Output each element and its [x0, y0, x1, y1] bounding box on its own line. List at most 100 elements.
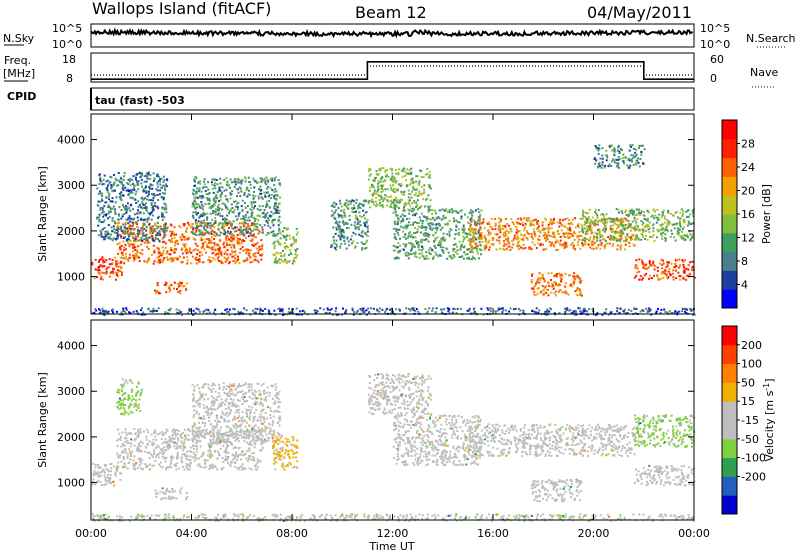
velocity-band-8: [468, 423, 636, 458]
velocity-band-1: [116, 427, 264, 471]
power-colorbar-segment-3: [722, 232, 737, 253]
power-scatter-layer: [91, 144, 696, 316]
time-axis: 00:00 04:00 08:00 12:00 16:00 20:00 00:00: [75, 114, 710, 540]
velocity-colorbar-segment-8: [722, 344, 737, 365]
power-colorbar-segment-4: [722, 214, 737, 234]
velocity-band-12: [91, 513, 695, 522]
beam-title: Beam 12: [355, 3, 427, 22]
power-colorbar-tick-6: 28: [741, 138, 755, 151]
velocity-band-0: [91, 462, 122, 487]
time-tick-label-1: 04:00: [176, 527, 208, 540]
noise-right-tick-bottom: 10^0: [700, 38, 730, 51]
power-band-12: [633, 258, 696, 281]
power-colorbar-tick-3: 16: [741, 208, 755, 221]
velocity-ytick-label-2: 3000: [57, 385, 85, 398]
noise-left-tick-top: 10^5: [52, 22, 82, 35]
velocity-band-6: [367, 373, 433, 416]
velocity-ytick-label-1: 2000: [57, 431, 85, 444]
power-band-2: [154, 281, 189, 295]
velocity-ytick-label-0: 1000: [57, 477, 85, 490]
power-colorbar-segment-7: [722, 157, 737, 177]
power-y-axis-label: Slant Range [km]: [36, 166, 49, 262]
cpid-program-text: tau (fast) -503: [95, 94, 185, 107]
power-colorbar-label: Power [dB]: [760, 184, 773, 244]
power-colorbar-tick-2: 12: [741, 232, 755, 245]
power-band-7: [367, 167, 432, 210]
velocity-colorbar-segment-2: [722, 457, 737, 477]
velocity-colorbar-tick-5: -50: [741, 433, 759, 446]
velocity-colorbar-tick-0: 200: [741, 339, 762, 352]
time-tick-label-2: 08:00: [276, 527, 308, 540]
noise-sky-series: [90, 27, 694, 39]
power-band-13: [593, 144, 646, 169]
time-axis-label: Time UT: [368, 540, 414, 553]
velocity-band-3: [191, 382, 282, 444]
velocity-colorbar-tick-1: 100: [741, 358, 762, 371]
velocity-band-9: [530, 478, 583, 503]
velocity-colorbar-tick-2: 50: [741, 376, 755, 389]
velocity-colorbar-segment-9: [722, 326, 737, 346]
power-panel: 1000 2000 3000 4000 Slant Range [km] 4 8 12 16…: [36, 113, 773, 316]
power-colorbar-segment-2: [722, 251, 737, 271]
noise-right-tick-top: 10^5: [700, 22, 730, 35]
freq-label-line1: Freq.: [4, 54, 31, 67]
noise-panel: N.Sky 10^5 10^0 10^5 10^0 N.Search: [3, 22, 796, 51]
velocity-colorbar-segment-7: [722, 363, 737, 383]
freq-left-tick-top: 18: [62, 53, 76, 66]
cpid-panel: tau (fast) -503: [90, 87, 695, 111]
freq-left-tick-bottom: 8: [66, 72, 73, 85]
velocity-band-4: [116, 378, 144, 416]
velocity-colorbar-segment-1: [722, 476, 737, 496]
power-ytick-label-0: 1000: [57, 271, 85, 284]
nave-series: [91, 65, 694, 76]
nave-right-tick-top: 60: [710, 53, 724, 66]
velocity-band-5: [271, 433, 299, 471]
power-colorbar-tick-4: 20: [741, 185, 755, 198]
power-colorbar-tick-0: 4: [741, 279, 748, 292]
noise-sky-label: N.Sky: [3, 32, 35, 45]
velocity-colorbar-tick-4: -15: [741, 414, 759, 427]
time-tick-label-4: 16:00: [477, 527, 509, 540]
nave-right-tick-bottom: 0: [710, 72, 717, 85]
cpid-label: CPID: [7, 90, 36, 103]
velocity-band-7: [392, 414, 483, 467]
power-colorbar-segment-1: [722, 270, 737, 290]
power-colorbar-tick-1: 8: [741, 255, 748, 268]
power-band-9: [468, 217, 636, 251]
velocity-colorbar-tick-3: 15: [741, 395, 755, 408]
power-ytick-label-3: 4000: [57, 134, 85, 147]
frequency-series: [91, 60, 694, 80]
velocity-band-2: [154, 487, 189, 501]
velocity-scatter-layer: [91, 373, 696, 522]
power-colorbar-segment-8: [722, 138, 737, 159]
time-tick-label-5: 20:00: [578, 527, 610, 540]
power-band-6: [330, 198, 369, 251]
power-band-10: [530, 272, 583, 297]
velocity-colorbar-segment-5: [722, 401, 737, 421]
power-colorbar-segment-6: [722, 176, 737, 196]
power-ytick-label-1: 2000: [57, 225, 85, 238]
velocity-band-10: [633, 414, 696, 448]
velocity-colorbar-tick-6: -100: [741, 452, 766, 465]
power-colorbar: 4 8 12 16 20 24 28: [721, 119, 755, 309]
velocity-colorbar-tick-7: -200: [741, 470, 766, 483]
time-tick-label-3: 12:00: [377, 527, 409, 540]
time-tick-label-6: 00:00: [678, 527, 710, 540]
power-colorbar-segment-5: [722, 195, 737, 215]
velocity-ytick-label-3: 4000: [57, 340, 85, 353]
power-ytick-label-2: 3000: [57, 179, 85, 192]
power-colorbar-segment-9: [722, 120, 737, 140]
power-band-14: [92, 307, 696, 316]
power-colorbar-tick-5: 24: [741, 161, 755, 174]
velocity-colorbar-segment-3: [722, 438, 737, 459]
nave-label: Nave: [750, 66, 778, 79]
power-band-1: [116, 221, 264, 265]
velocity-colorbar-label: Velocity [m s-1]: [762, 378, 776, 461]
noise-search-label: N.Search: [746, 32, 796, 45]
power-band-11: [581, 208, 696, 242]
power-band-4: [191, 176, 282, 238]
date-title: 04/May/2011: [587, 3, 692, 22]
power-band-0: [91, 256, 123, 281]
freq-label-line2: [MHz]: [3, 67, 35, 80]
